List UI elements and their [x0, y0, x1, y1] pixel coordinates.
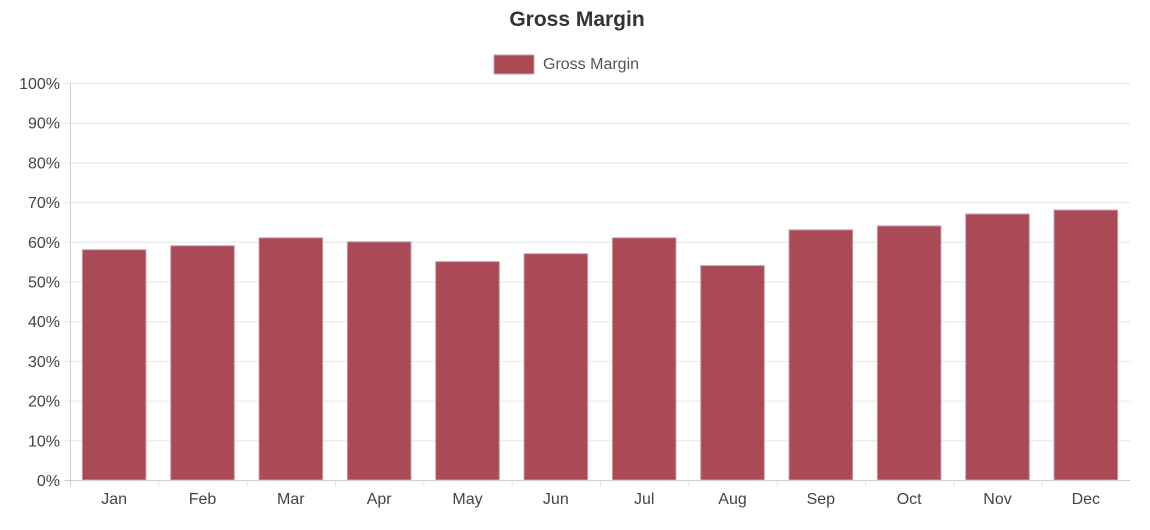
bar-nov[interactable]	[965, 213, 1030, 481]
bars	[81, 209, 1119, 481]
bar-mar[interactable]	[258, 237, 324, 481]
bar-feb[interactable]	[170, 245, 235, 481]
bar-dec[interactable]	[1053, 209, 1119, 481]
grid-lines	[64, 83, 1130, 481]
x-tick-label: Mar	[277, 491, 305, 508]
x-tick-label: Dec	[1072, 491, 1100, 508]
chart-title: Gross Margin	[509, 8, 644, 31]
x-tick-label: Aug	[718, 491, 746, 508]
bar-may[interactable]	[435, 261, 500, 481]
y-tick-label: 40%	[28, 314, 60, 331]
y-tick-label: 20%	[28, 394, 60, 411]
y-tick-label: 0%	[37, 473, 60, 490]
y-tick-label: 50%	[28, 275, 60, 292]
x-tick-label: Apr	[367, 491, 393, 508]
bar-oct[interactable]	[876, 225, 942, 481]
x-tick-label: Jun	[543, 491, 569, 508]
x-tick-label: Sep	[807, 491, 836, 508]
y-tick-label: 60%	[28, 235, 60, 252]
bar-apr[interactable]	[346, 241, 412, 481]
y-tick-label: 80%	[28, 155, 60, 172]
x-tick-label: Jul	[634, 491, 654, 508]
y-tick-label: 70%	[28, 195, 60, 212]
bar-aug[interactable]	[700, 265, 765, 481]
y-tick-label: 30%	[28, 354, 60, 371]
x-tick-label: Oct	[897, 491, 922, 508]
bar-jan[interactable]	[81, 249, 147, 481]
y-tick-label: 90%	[28, 116, 60, 133]
x-tick-label: Nov	[983, 491, 1011, 508]
legend[interactable]: Gross Margin	[493, 54, 639, 75]
bar-jul[interactable]	[611, 237, 677, 481]
bar-sep[interactable]	[788, 229, 854, 481]
y-tick-label: 10%	[28, 433, 60, 450]
y-tick-label: 100%	[19, 76, 60, 93]
legend-swatch	[493, 54, 535, 75]
x-tick-label: Jan	[101, 491, 127, 508]
x-axis-ticks: Jan Feb Mar Apr May Jun Jul Aug Sep Oct Nov Dec	[70, 480, 1100, 508]
legend-label: Gross Margin	[543, 56, 639, 73]
y-axis-ticks: 0% 10% 20% 30% 40% 50% 60% 70% 80% 90% 100%	[19, 76, 60, 490]
x-tick-label: May	[452, 491, 482, 508]
x-tick-label: Feb	[189, 491, 217, 508]
bar-jun[interactable]	[523, 253, 589, 481]
